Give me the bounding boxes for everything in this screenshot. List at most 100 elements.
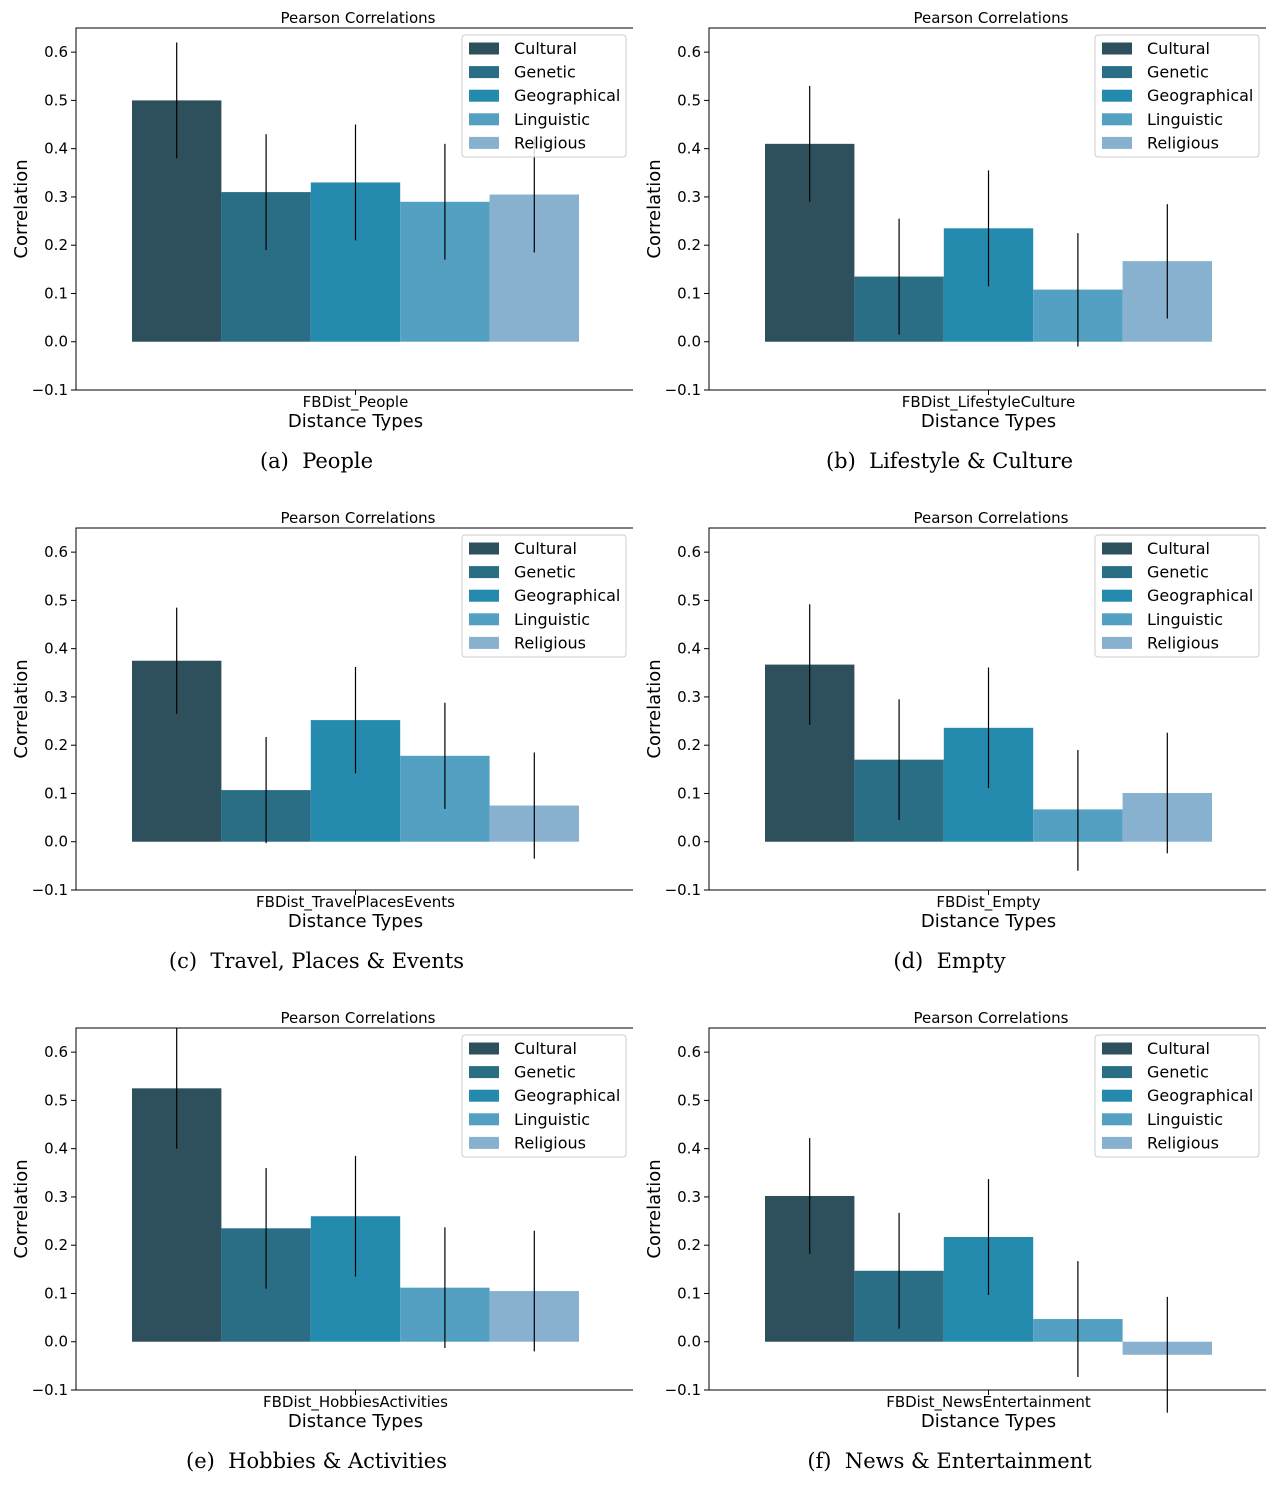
y-tick-label: 0.6 — [677, 1043, 701, 1061]
y-tick-label: 0.5 — [44, 1091, 68, 1109]
subfigure-caption: (d) Empty — [893, 949, 1006, 973]
x-tick-label: FBDist_HobbiesActivities — [263, 1393, 448, 1412]
y-tick-label: 0.4 — [44, 640, 68, 658]
y-tick-label: 0.4 — [677, 640, 701, 658]
x-tick-label: FBDist_Empty — [936, 893, 1040, 912]
legend-label-genetic: Genetic — [1147, 63, 1209, 82]
legend-swatch-religious — [1102, 136, 1132, 149]
chart-panel-4: Pearson Correlations −0.1 0.0 0.1 0.2 0.3 0.4 0… — [633, 500, 1266, 993]
x-axis-label: Distance Types — [288, 911, 423, 932]
legend-swatch-linguistic — [469, 613, 499, 626]
y-tick-label: 0.6 — [44, 1043, 68, 1061]
legend-swatch-genetic — [469, 66, 499, 79]
y-tick-label: 0.5 — [677, 591, 701, 609]
y-tick-label: 0.6 — [44, 43, 68, 61]
y-tick-label: 0.2 — [677, 736, 701, 754]
legend-label-cultural: Cultural — [1147, 1039, 1210, 1058]
y-axis-label: Correlation — [644, 1159, 665, 1258]
y-axis-label: Correlation — [644, 159, 665, 258]
chart-panel-5: Pearson Correlations −0.1 0.0 0.1 0.2 0.3 0.4 0… — [0, 1000, 633, 1493]
legend-swatch-geographical — [469, 1089, 499, 1102]
legend-label-religious: Religious — [1147, 633, 1219, 652]
y-tick-label: 0.4 — [677, 140, 701, 158]
legend-label-religious: Religious — [514, 133, 586, 152]
chart-title: Pearson Correlations — [914, 1009, 1069, 1027]
bar-chart: Pearson Correlations −0.1 0.0 0.1 0.2 0.3 0.4 0… — [11, 1009, 633, 1432]
chart-panel-3: Pearson Correlations −0.1 0.0 0.1 0.2 0.3 0.4 0… — [0, 500, 633, 993]
legend-swatch-religious — [1102, 636, 1132, 649]
legend-label-geographical: Geographical — [1147, 586, 1253, 605]
y-axis-label: Correlation — [11, 1159, 32, 1258]
legend-swatch-linguistic — [469, 113, 499, 126]
legend-swatch-cultural — [469, 1042, 499, 1055]
legend-label-genetic: Genetic — [514, 563, 576, 582]
y-tick-label: 0.2 — [44, 1236, 68, 1254]
legend-swatch-linguistic — [1102, 113, 1132, 126]
legend-swatch-cultural — [469, 42, 499, 55]
legend-label-genetic: Genetic — [1147, 1063, 1209, 1082]
subfigure-caption: (e) Hobbies & Activities — [186, 1449, 447, 1473]
chart-title: Pearson Correlations — [281, 1009, 436, 1027]
x-tick-label: FBDist_LifestyleCulture — [902, 393, 1075, 412]
x-axis-label: Distance Types — [921, 911, 1056, 932]
legend-box — [1094, 34, 1260, 158]
legend-label-religious: Religious — [1147, 133, 1219, 152]
x-tick-label: FBDist_People — [303, 393, 409, 412]
legend-swatch-religious — [1102, 1136, 1132, 1149]
legend-label-linguistic: Linguistic — [1147, 110, 1223, 129]
legend-swatch-cultural — [1102, 1042, 1132, 1055]
legend-swatch-religious — [469, 636, 499, 649]
y-tick-label: 0.0 — [677, 833, 701, 851]
subfigure-caption: (c) Travel, Places & Events — [168, 949, 465, 973]
legend-box — [1094, 534, 1260, 658]
chart-title: Pearson Correlations — [281, 509, 436, 527]
legend-label-linguistic: Linguistic — [1147, 1110, 1223, 1129]
y-tick-label: 0.3 — [677, 1188, 701, 1206]
chart-panel-2: Pearson Correlations −0.1 0.0 0.1 0.2 0.3 0.4 0… — [633, 0, 1266, 493]
legend-swatch-genetic — [469, 1066, 499, 1079]
legend-label-geographical: Geographical — [514, 86, 620, 105]
legend: Cultural Genetic Geographical Linguistic Rel… — [461, 534, 627, 658]
y-tick-label: 0.3 — [44, 188, 68, 206]
chart-title: Pearson Correlations — [914, 509, 1069, 527]
y-axis-label: Correlation — [11, 659, 32, 758]
legend-label-genetic: Genetic — [514, 1063, 576, 1082]
legend: Cultural Genetic Geographical Linguistic Rel… — [1094, 1034, 1260, 1158]
chart-title: Pearson Correlations — [281, 9, 436, 27]
y-tick-label: 0.1 — [44, 284, 68, 302]
y-tick-label: 0.5 — [677, 1091, 701, 1109]
legend: Cultural Genetic Geographical Linguistic Rel… — [1094, 534, 1260, 658]
y-tick-label: 0.0 — [44, 833, 68, 851]
y-tick-label: 0.3 — [677, 688, 701, 706]
y-tick-label: 0.0 — [677, 333, 701, 351]
subfigure-caption: (b) Lifestyle & Culture — [825, 449, 1074, 473]
x-tick-label: FBDist_TravelPlacesEvents — [256, 893, 455, 912]
legend-label-linguistic: Linguistic — [514, 1110, 590, 1129]
legend-swatch-geographical — [1102, 1089, 1132, 1102]
legend-swatch-cultural — [1102, 42, 1132, 55]
chart-panel-1: Pearson Correlations −0.1 0.0 0.1 0.2 0.3 0.4 0… — [0, 0, 633, 493]
x-axis-label: Distance Types — [921, 411, 1056, 432]
x-axis-label: Distance Types — [921, 1411, 1056, 1432]
y-tick-label: 0.6 — [44, 543, 68, 561]
y-tick-label: 0.3 — [44, 688, 68, 706]
y-tick-label: 0.2 — [44, 236, 68, 254]
y-tick-label: 0.2 — [677, 1236, 701, 1254]
y-tick-label: 0.4 — [44, 1140, 68, 1158]
legend-label-cultural: Cultural — [1147, 539, 1210, 558]
y-tick-label: −0.1 — [665, 1381, 701, 1399]
y-tick-label: 0.2 — [44, 736, 68, 754]
y-tick-label: 0.3 — [44, 1188, 68, 1206]
y-tick-label: 0.4 — [677, 1140, 701, 1158]
legend: Cultural Genetic Geographical Linguistic Rel… — [461, 1034, 627, 1158]
x-axis-label: Distance Types — [288, 411, 423, 432]
legend-swatch-linguistic — [1102, 613, 1132, 626]
y-tick-label: 0.6 — [677, 43, 701, 61]
legend-swatch-genetic — [469, 566, 499, 579]
y-tick-label: 0.1 — [44, 1284, 68, 1302]
bar-chart: Pearson Correlations −0.1 0.0 0.1 0.2 0.3 0.4 0… — [11, 509, 633, 932]
y-tick-label: 0.5 — [677, 91, 701, 109]
legend: Cultural Genetic Geographical Linguistic Rel… — [1094, 34, 1260, 158]
legend-label-cultural: Cultural — [514, 1039, 577, 1058]
y-tick-label: −0.1 — [32, 881, 68, 899]
